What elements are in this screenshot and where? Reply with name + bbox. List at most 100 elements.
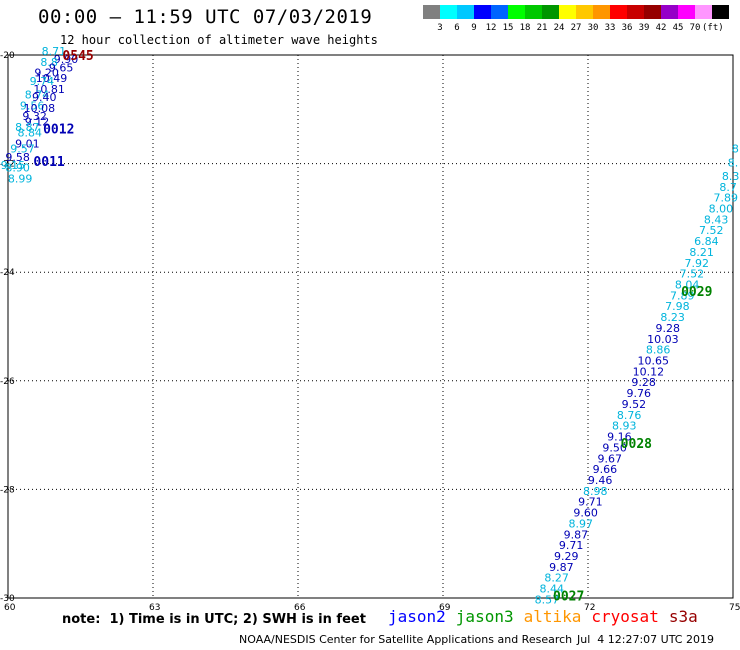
wave-height-value: 8.7	[719, 181, 737, 194]
x-tick-label: 66	[294, 603, 306, 610]
wave-height-value: 9.20	[34, 67, 59, 80]
wave-height-value: 7.92	[685, 257, 710, 270]
credit-line: NOAA/NESDIS Center for Satellite Applica…	[239, 633, 573, 646]
wave-height-value: 8.00	[709, 202, 734, 215]
wave-height-value: 9.90	[54, 53, 79, 66]
wave-height-value: 10.12	[633, 365, 665, 378]
y-tick-label: -30	[0, 594, 15, 604]
y-tick-label: -26	[0, 377, 15, 387]
wave-height-value: 9.12	[25, 116, 50, 129]
wave-height-value: 8.21	[689, 246, 714, 259]
wave-height-value: 8.99	[8, 173, 33, 186]
wave-height-value: 8.71	[42, 45, 67, 58]
wave-height-value: 9.87	[564, 528, 589, 541]
mission-label: cryosat	[591, 607, 659, 626]
chart-subtitle: 12 hour collection of altimeter wave hei…	[60, 33, 378, 47]
pass-time-label: 0011	[33, 155, 64, 170]
mission-label: s3a	[668, 607, 698, 626]
wave-height-value: 9.16	[607, 431, 632, 444]
mission-label: altika	[523, 607, 582, 626]
wave-height-value: 8.87	[15, 121, 40, 134]
wave-height-value: 8.23	[660, 311, 685, 324]
color-scale-label: 24	[553, 23, 565, 33]
generation-timestamp: Jul 4 12:27:07 UTC 2019	[577, 633, 714, 646]
y-tick-label: -28	[0, 485, 15, 495]
wave-height-value: 9.52	[622, 398, 647, 411]
wave-height-value: 9.67	[598, 452, 623, 465]
color-scale-swatch	[576, 5, 593, 19]
wave-height-value: 9.28	[656, 322, 681, 335]
color-scale-swatch	[627, 5, 644, 19]
wave-height-value: 9.40	[32, 91, 57, 104]
color-scale-swatch	[491, 5, 508, 19]
y-tick-label: -22	[0, 160, 15, 170]
wave-height-value: 7.52	[680, 268, 705, 281]
color-scale-label: 21	[536, 23, 548, 33]
color-scale-label: (ft)	[702, 23, 724, 33]
color-scale-label: 33	[604, 23, 616, 33]
wave-height-value: 7.89	[714, 192, 739, 205]
wave-height-value: 8.97	[569, 517, 594, 530]
wave-height-value: 9.50	[602, 441, 627, 454]
wave-height-value: 10.08	[24, 102, 56, 115]
pass-time-label: 0012	[43, 122, 74, 137]
x-tick-label: 63	[149, 603, 160, 610]
wave-height-value: 8.3	[722, 170, 740, 183]
y-tick-label: -20	[0, 51, 15, 61]
wave-height-value: 9.66	[593, 463, 618, 476]
mission-label: jason2	[388, 607, 446, 626]
mission-legend: jason2 jason3 altika cryosat s3a	[388, 607, 708, 626]
color-scale-swatch	[695, 5, 712, 19]
pass-time-label: 0027	[553, 589, 584, 604]
wave-height-value: 9.71	[559, 539, 584, 552]
wave-height-value: 8.93	[612, 420, 637, 433]
color-scale-swatch	[644, 5, 661, 19]
color-scale-swatch	[423, 5, 440, 19]
color-scale-label: 36	[621, 23, 633, 33]
chart-title: 00:00 – 11:59 UTC 07/03/2019	[38, 6, 373, 28]
color-scale-label: 15	[502, 23, 514, 33]
color-scale-label: 18	[519, 23, 531, 33]
wave-height-value: 8.44	[540, 583, 565, 596]
wave-height-value: 8.74	[25, 88, 50, 101]
wave-height-value: 8.84	[18, 126, 43, 139]
wave-height-value: 9.28	[631, 376, 656, 389]
wave-height-value: 9.57	[10, 143, 35, 156]
color-scale-label: 70	[689, 23, 701, 33]
wave-height-value: 9.65	[49, 61, 74, 74]
wave-height-value: 9.58	[5, 151, 30, 164]
color-scale-label: 39	[638, 23, 650, 33]
wave-height-value: 10.65	[638, 355, 670, 368]
color-scale-label: 42	[655, 23, 667, 33]
color-scale-swatch	[508, 5, 525, 19]
wave-height-value: 8.90	[5, 162, 30, 175]
wave-height-value: 9.56	[20, 99, 45, 112]
color-scale-swatch	[678, 5, 695, 19]
footer-note: note: 1) Time is in UTC; 2) SWH is in fe…	[62, 612, 366, 627]
color-scale-swatch	[559, 5, 576, 19]
wave-height-value: 8.98	[583, 485, 608, 498]
wave-height-map: 60 63 66 69 72 75-20-22-24-26-28-308.719.908.…	[0, 45, 740, 610]
wave-height-value: 9.01	[15, 137, 40, 150]
wave-height-value: 10.81	[33, 83, 65, 96]
color-scale-label: 9	[471, 23, 477, 33]
color-scale-label: 6	[454, 23, 460, 33]
wave-height-value: 10.03	[647, 333, 679, 346]
color-scale-swatch	[525, 5, 542, 19]
color-scale-label: 45	[672, 23, 684, 33]
wave-height-value: 7.98	[665, 300, 690, 313]
wave-height-value: 8.76	[617, 409, 642, 422]
color-scale-swatch	[661, 5, 678, 19]
color-scale-swatch	[593, 5, 610, 19]
x-tick-label: 60	[4, 603, 16, 610]
wave-height-value: 7.89	[670, 289, 695, 302]
color-scale-swatch	[610, 5, 627, 19]
wave-height-value: 9.29	[554, 550, 579, 563]
wave-height-value: 9.74	[30, 75, 55, 88]
wave-height-value: 9.87	[549, 561, 574, 574]
wave-height-value: 9.32	[22, 110, 47, 123]
wave-height-value: 8.	[728, 156, 739, 169]
pass-time-label: 0029	[681, 285, 712, 300]
y-tick-label: -24	[0, 268, 15, 278]
wave-height-value: 8.57	[535, 593, 560, 606]
